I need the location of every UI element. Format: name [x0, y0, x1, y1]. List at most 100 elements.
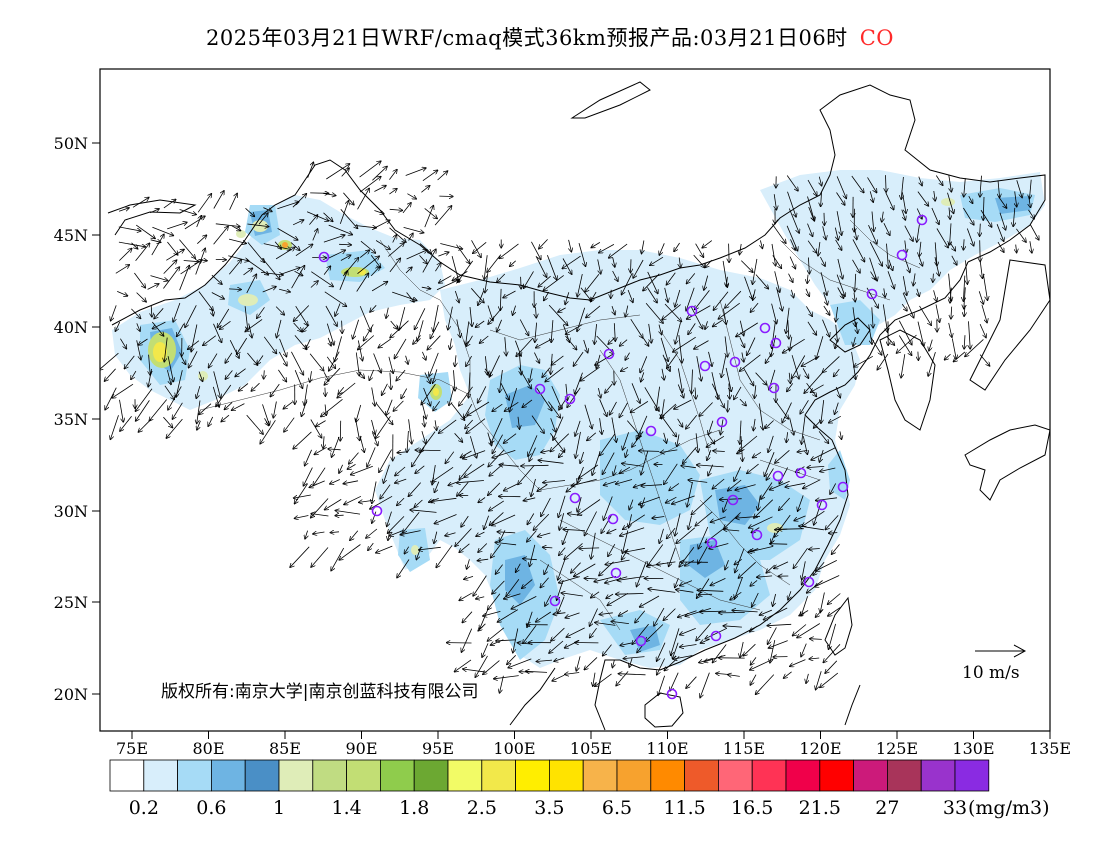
wind-arrow — [246, 259, 269, 275]
wind-arrow — [152, 226, 173, 235]
wind-arrow — [786, 175, 798, 191]
wind-arrow — [131, 370, 137, 379]
wind-arrow — [1029, 196, 1031, 208]
wind-arrow — [750, 657, 775, 670]
wind-arrow — [545, 595, 551, 606]
wind-arrow — [454, 290, 459, 303]
monitoring-stations — [318, 214, 928, 700]
wind-arrow — [239, 383, 249, 391]
legend-swatch — [616, 759, 652, 792]
wind-arrow — [633, 259, 644, 278]
wind-arrow — [294, 335, 307, 349]
wind-arrow — [487, 255, 501, 272]
station-marker — [569, 492, 581, 504]
wind-arrow — [492, 514, 516, 526]
wind-arrow — [277, 228, 298, 240]
wind-arrow — [807, 274, 808, 284]
wind-arrow — [419, 255, 428, 263]
wind-arrow — [885, 192, 894, 210]
wind-arrow — [783, 338, 805, 353]
wind-arrow — [755, 372, 767, 385]
wind-arrow — [283, 401, 293, 409]
wind-arrow — [151, 234, 164, 256]
wind-arrow — [544, 291, 550, 301]
wind-arrow — [565, 612, 580, 618]
wind-arrow — [782, 402, 792, 423]
wind-arrow — [692, 369, 693, 394]
wind-arrow — [326, 356, 335, 369]
wind-arrow — [884, 288, 885, 297]
wind-arrow — [639, 451, 660, 452]
wind-arrow — [245, 319, 263, 331]
wind-arrow — [693, 254, 705, 267]
wind-arrow — [434, 514, 457, 524]
wind-arrow — [120, 415, 132, 431]
wind-arrow — [836, 176, 846, 198]
wind-arrow — [747, 337, 756, 356]
wind-arrow — [904, 225, 913, 241]
wind-arrow — [565, 335, 577, 350]
wind-arrow — [132, 198, 149, 208]
wind-arrow — [449, 387, 455, 405]
wind-arrow — [835, 239, 842, 250]
wind-arrow — [198, 291, 213, 311]
wind-arrow — [378, 338, 391, 348]
wind-arrow — [131, 242, 138, 249]
wind-arrow — [621, 366, 629, 371]
wind-arrow — [662, 417, 677, 437]
wind-arrow — [323, 193, 336, 195]
wind-arrow — [305, 449, 312, 466]
wind-arrow — [247, 352, 257, 365]
wind-arrow — [439, 419, 457, 433]
wind-arrow — [608, 544, 616, 556]
wind-arrow — [856, 321, 858, 334]
wind-arrow — [676, 590, 694, 593]
wind-arrow — [764, 452, 775, 476]
wind-arrow — [184, 216, 205, 230]
wind-arrow — [855, 273, 856, 292]
wind-arrow — [901, 354, 906, 378]
wind-arrow — [402, 203, 411, 214]
wind-arrow — [902, 276, 906, 295]
wind-arrow — [779, 497, 790, 510]
wind-arrow — [397, 497, 405, 505]
wind-arrow — [487, 305, 493, 321]
wind-arrow — [488, 593, 501, 610]
wind-arrow — [807, 321, 817, 335]
wind-arrow — [173, 302, 181, 322]
wind-arrow — [404, 546, 410, 554]
wind-arrow — [840, 431, 842, 439]
legend-label: 6.5 — [602, 797, 632, 819]
wind-arrow — [734, 466, 741, 482]
wind-arrow — [504, 593, 521, 599]
wind-arrow — [667, 527, 676, 538]
station-marker — [803, 576, 815, 588]
wind-arrow — [343, 192, 354, 205]
wind-arrow — [558, 495, 566, 518]
wind-arrow — [541, 451, 550, 453]
wind-arrow — [395, 466, 406, 476]
wind-arrow — [631, 383, 640, 403]
wind-arrow — [263, 207, 272, 212]
wind-arrow — [770, 544, 788, 545]
wind-arrow — [751, 657, 757, 665]
wind-arrow — [585, 273, 600, 292]
wind-arrow — [597, 259, 601, 274]
wind-arrow — [388, 243, 404, 257]
wind-arrow — [529, 447, 536, 461]
wind-arrow — [616, 479, 633, 485]
wind-arrow — [435, 420, 437, 430]
wind-arrow — [825, 515, 839, 529]
wind-arrow — [735, 576, 743, 599]
wind-arrow — [571, 562, 581, 573]
wind-arrow — [498, 609, 519, 622]
wind-arrow — [198, 260, 207, 261]
wind-arrow — [835, 339, 838, 348]
wind-arrow — [504, 483, 518, 491]
wind-arrow — [822, 226, 826, 239]
wind-arrow — [367, 447, 376, 467]
wind-arrow — [821, 400, 825, 423]
wind-arrow — [756, 674, 775, 695]
wind-arrow — [167, 241, 177, 255]
wind-arrow — [559, 512, 565, 530]
